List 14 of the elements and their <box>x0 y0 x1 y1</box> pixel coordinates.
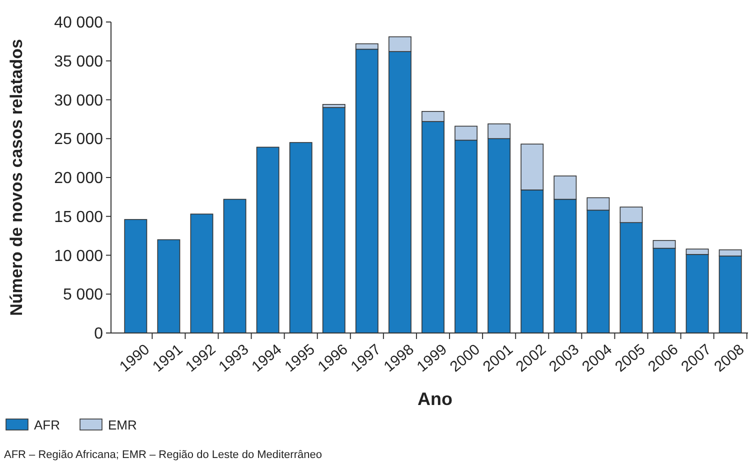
y-tick-label: 5 000 <box>62 286 104 304</box>
y-axis-title: Número de novos casos relatados <box>7 39 26 316</box>
y-tick-label: 10 000 <box>54 248 104 265</box>
y-tick-label: 15 000 <box>54 208 104 226</box>
y-tick-label: 40 000 <box>54 14 104 32</box>
legend-label: EMR <box>108 418 137 433</box>
y-tick-label: 30 000 <box>54 92 104 110</box>
y-tick-label: 35 000 <box>54 53 104 70</box>
y-tick-label: 20 000 <box>54 170 104 188</box>
y-tick-label: 0 <box>94 326 104 343</box>
y-tick-label: 25 000 <box>54 131 104 148</box>
legend-label: AFR <box>34 418 60 433</box>
text: AFR – Região Africana; EMR – Região do Leste do Mediterrâneo <box>4 449 322 461</box>
x-axis-title: Ano <box>418 389 452 409</box>
